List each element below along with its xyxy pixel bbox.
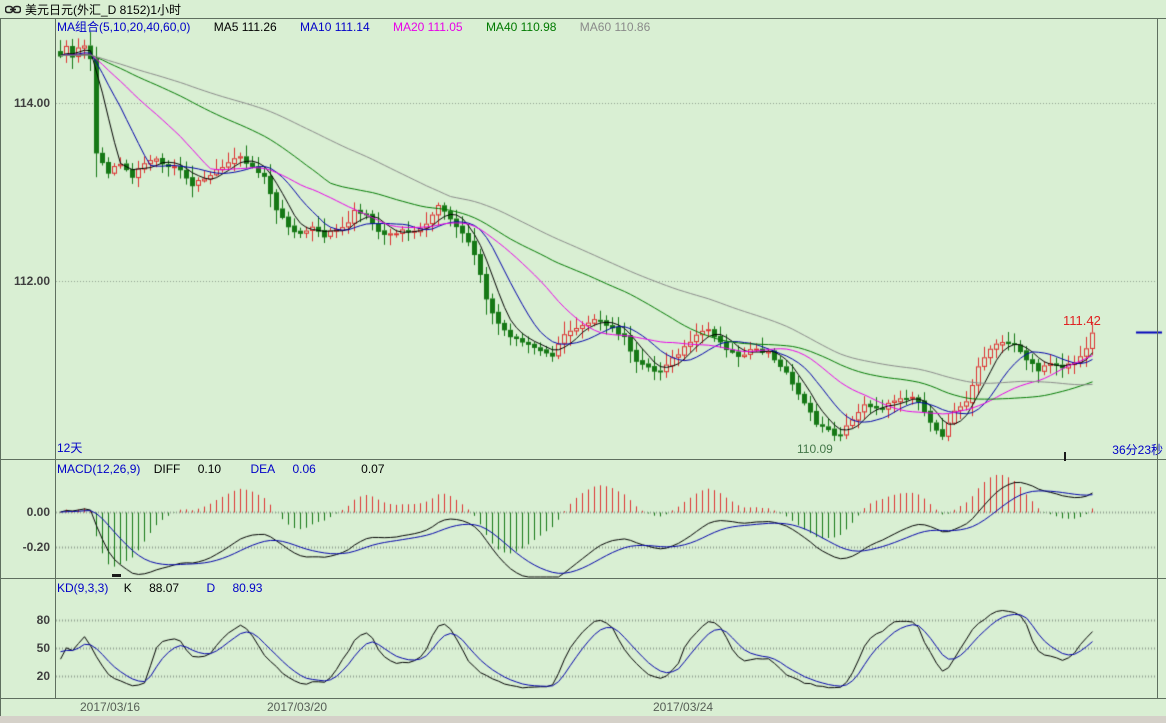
- kd-axis-divider: [0, 698, 1166, 699]
- dea-label: DEA: [250, 462, 276, 476]
- ma10-value: MA10 111.14: [300, 20, 370, 34]
- kd-y-80: 80: [36, 613, 50, 627]
- splitter-notch[interactable]: [112, 574, 121, 577]
- macd-header: MACD(12,26,9) DIFF 0.10 DEA 0.06 0.07: [57, 462, 385, 476]
- kd-header: KD(9,3,3) K 88.07 D 80.93: [57, 581, 262, 595]
- k-value: 88.07: [149, 581, 180, 595]
- date-tick-1: 2017/03/16: [80, 700, 141, 714]
- window-left-border: [0, 18, 1, 716]
- y-label-112: 112.00: [13, 274, 50, 288]
- diff-label: DIFF: [153, 462, 181, 476]
- titlebar-divider: [0, 18, 1166, 19]
- kd-y-50: 50: [36, 641, 50, 655]
- main-macd-divider[interactable]: [0, 459, 1166, 460]
- ma5-value: MA5 111.26: [213, 20, 277, 34]
- diff-value: 0.10: [197, 462, 222, 476]
- macd-y-0: 0.00: [26, 505, 50, 519]
- countdown-right: 36分23秒: [1112, 443, 1163, 457]
- macd-value: 0.07: [361, 462, 385, 476]
- countdown-left: 12天: [57, 441, 83, 455]
- dea-value: 0.06: [292, 462, 316, 476]
- d-value: 80.93: [232, 581, 263, 595]
- ma-legend: MA组合(5,10,20,40,60,0) MA5 111.26 MA10 11…: [57, 20, 670, 34]
- window-title: 美元日元(外汇_D 8152)1小时: [25, 3, 182, 17]
- d-label: D: [206, 581, 216, 595]
- ma40-value: MA40 110.98: [485, 20, 557, 34]
- y-label-114: 114.00: [13, 96, 50, 110]
- low-price-label: 110.09: [797, 442, 833, 456]
- date-tick-3: 2017/03/24: [653, 700, 714, 714]
- date-tick-2: 2017/03/20: [267, 700, 328, 714]
- splitter-notch[interactable]: [1064, 452, 1066, 461]
- plot-right-border: [1157, 19, 1158, 698]
- last-price-label: 111.42: [1063, 313, 1101, 328]
- macd-kd-divider[interactable]: [0, 578, 1166, 579]
- window-bottom-edge: [0, 716, 1166, 723]
- macd-y-neg: -0.20: [22, 540, 50, 554]
- plot-left-border: [55, 19, 56, 698]
- link-icon[interactable]: [5, 4, 21, 15]
- ma60-value: MA60 110.86: [579, 20, 651, 34]
- k-label: K: [123, 581, 132, 595]
- kd-name: KD(9,3,3): [57, 581, 109, 595]
- macd-name: MACD(12,26,9): [57, 462, 141, 476]
- ma-group-label: MA组合(5,10,20,40,60,0): [57, 20, 191, 34]
- ma20-value: MA20 111.05: [392, 20, 463, 34]
- kd-y-20: 20: [36, 669, 50, 683]
